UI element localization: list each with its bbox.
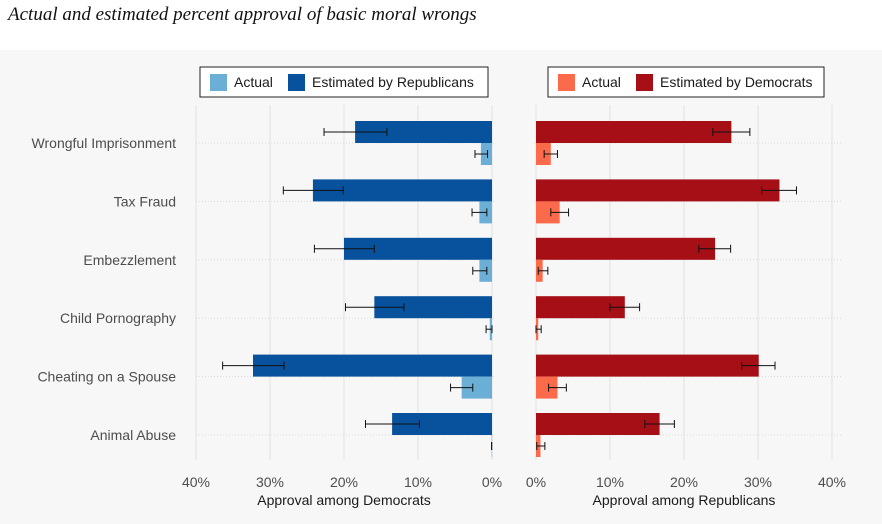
bar-estimated-by-democrats: [536, 296, 625, 319]
x-axis-title-left: Approval among Democrats: [257, 492, 431, 508]
x-tick-label-right: 10%: [596, 474, 624, 490]
bar-estimated-by-republicans: [374, 296, 492, 319]
bar-estimated-by-democrats: [536, 179, 780, 202]
bar-estimated-by-republicans: [312, 179, 492, 202]
legend-label: Estimated by Democrats: [660, 74, 813, 90]
chart-area: Wrongful Imprisonment Tax Fraud Embezzleme…: [0, 50, 882, 524]
category-label: Embezzlement: [83, 252, 176, 268]
bar-actual-republicans: [536, 143, 551, 165]
chart-svg: Wrongful Imprisonment Tax Fraud Embezzleme…: [32, 66, 846, 508]
bar-estimated-by-democrats: [536, 237, 716, 260]
bar-estimated-by-democrats: [536, 354, 759, 377]
x-tick-label-left: 20%: [330, 474, 358, 490]
legend-swatch: [210, 74, 227, 91]
category-label: Child Pornography: [60, 310, 176, 326]
category-label: Cheating on a Spouse: [37, 369, 176, 385]
x-tick-label-right: 40%: [818, 474, 846, 490]
bar-estimated-by-democrats: [536, 121, 732, 143]
legend-label: Actual: [582, 74, 621, 90]
bar-actual-democrats: [461, 376, 492, 399]
x-tick-label-left: 0%: [482, 474, 502, 490]
bar-actual-republicans: [536, 201, 560, 224]
category-label: Animal Abuse: [90, 427, 176, 443]
legend-swatch: [558, 74, 575, 91]
chart-title: Actual and estimated percent approval of…: [8, 4, 477, 25]
bar-estimated-by-democrats: [536, 413, 660, 435]
bar-estimated-by-republicans: [392, 413, 492, 435]
x-tick-label-right: 0%: [526, 474, 546, 490]
x-tick-label-left: 10%: [404, 474, 432, 490]
x-tick-label-left: 40%: [182, 474, 210, 490]
legend-right: [547, 66, 825, 98]
legend-swatch: [636, 74, 653, 91]
x-tick-label-right: 30%: [744, 474, 772, 490]
legend-label: Actual: [234, 74, 273, 90]
bar-estimated-by-republicans: [355, 121, 492, 143]
x-tick-label-right: 20%: [670, 474, 698, 490]
legend-swatch: [288, 74, 305, 91]
legend-label: Estimated by Republicans: [312, 74, 474, 90]
x-axis-title-right: Approval among Republicans: [593, 492, 776, 508]
bar-actual-republicans: [536, 376, 558, 399]
bar-estimated-by-republicans: [252, 354, 492, 377]
category-label: Tax Fraud: [114, 193, 176, 209]
legend-left: [199, 66, 489, 98]
x-tick-label-left: 30%: [256, 474, 284, 490]
bar-estimated-by-republicans: [344, 237, 492, 260]
category-label: Wrongful Imprisonment: [32, 135, 177, 151]
